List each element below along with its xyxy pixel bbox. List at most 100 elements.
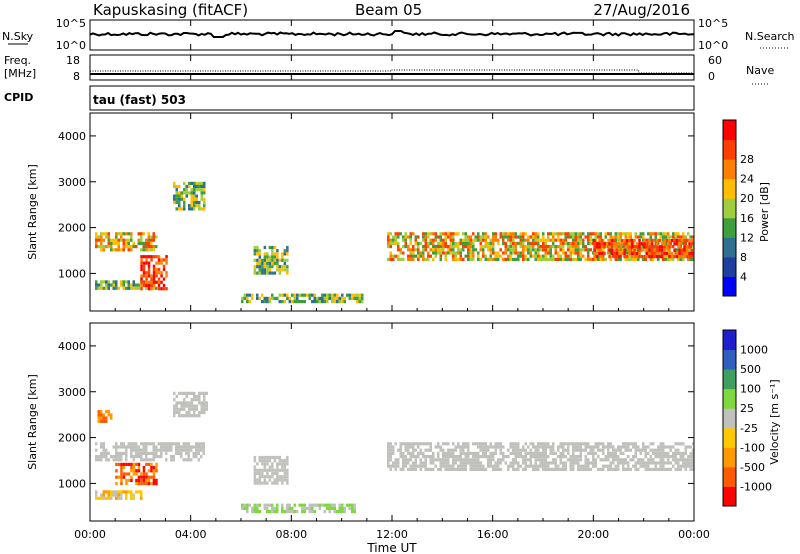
power-cell bbox=[489, 245, 492, 249]
power-cell bbox=[562, 241, 565, 245]
power-cell bbox=[449, 241, 452, 245]
power-cell bbox=[155, 271, 158, 275]
velocity-cell bbox=[427, 467, 430, 471]
velocity-cell bbox=[619, 458, 622, 462]
power-cell bbox=[532, 232, 535, 236]
power-cell bbox=[628, 245, 631, 249]
velocity-cell bbox=[542, 445, 545, 449]
velocity-cell bbox=[95, 490, 98, 494]
power-cell bbox=[165, 274, 168, 278]
power-cell bbox=[634, 235, 637, 239]
power-cell bbox=[140, 248, 143, 252]
power-cell bbox=[190, 188, 193, 192]
velocity-cell bbox=[195, 445, 198, 449]
velocity-cell bbox=[524, 467, 527, 471]
power-cell bbox=[658, 248, 661, 252]
power-cell bbox=[150, 238, 153, 242]
velocity-cell bbox=[607, 458, 610, 462]
power-cell bbox=[115, 232, 118, 236]
power-cell bbox=[607, 245, 610, 249]
power-cell bbox=[145, 255, 148, 259]
velocity-cell bbox=[185, 458, 188, 462]
power-cell bbox=[562, 248, 565, 252]
power-cell bbox=[346, 293, 349, 297]
power-cell bbox=[474, 248, 477, 252]
velocity-cell bbox=[594, 458, 597, 462]
velocity-cell bbox=[517, 467, 520, 471]
velocity-cell bbox=[399, 455, 402, 459]
velocity-cell bbox=[102, 455, 105, 459]
power-cell bbox=[517, 235, 520, 239]
power-cell bbox=[675, 239, 679, 243]
power-cell bbox=[142, 232, 145, 236]
velocity-ytick-label: 3000 bbox=[58, 386, 86, 399]
velocity-cell bbox=[102, 413, 105, 417]
power-cell bbox=[544, 245, 547, 249]
power-cell bbox=[353, 293, 356, 297]
power-cell bbox=[640, 255, 644, 259]
velocity-cell bbox=[397, 461, 400, 465]
velocity-cell bbox=[97, 455, 100, 459]
velocity-cell bbox=[432, 461, 435, 465]
velocity-cell bbox=[487, 445, 490, 449]
power-cell bbox=[135, 245, 138, 249]
velocity-cell bbox=[617, 445, 620, 449]
velocity-cell bbox=[341, 506, 344, 510]
velocity-cell bbox=[552, 445, 555, 449]
velocity-cell bbox=[150, 458, 153, 462]
power-cell bbox=[253, 245, 257, 250]
power-cell bbox=[147, 245, 150, 249]
velocity-cell bbox=[145, 472, 148, 476]
velocity-cell bbox=[338, 503, 341, 507]
velocity-cell bbox=[147, 475, 151, 479]
velocity-cell bbox=[564, 442, 567, 446]
velocity-cell bbox=[180, 401, 183, 405]
power-cell bbox=[650, 251, 654, 255]
velocity-cell bbox=[115, 455, 118, 459]
power-cell bbox=[592, 251, 595, 255]
power-cell bbox=[567, 248, 570, 252]
velocity-cell bbox=[499, 448, 502, 452]
velocity-cell bbox=[447, 451, 450, 455]
time-tick-label: 08:00 bbox=[275, 528, 307, 541]
velocity-cell bbox=[542, 461, 545, 465]
velocity-cell bbox=[195, 455, 198, 459]
velocity-cell bbox=[185, 451, 188, 455]
power-cell bbox=[117, 245, 120, 249]
velocity-cell bbox=[145, 458, 148, 462]
power-heatmap-cells bbox=[95, 181, 694, 304]
velocity-cell bbox=[120, 490, 123, 494]
velocity-colorbar-tick: -25 bbox=[740, 422, 758, 435]
power-cell bbox=[634, 245, 637, 249]
power-cell bbox=[529, 245, 532, 249]
velocity-cell bbox=[170, 458, 173, 462]
power-cell bbox=[642, 257, 645, 261]
velocity-cell bbox=[577, 464, 580, 468]
power-cell bbox=[612, 235, 615, 239]
power-cell bbox=[489, 254, 492, 258]
velocity-cell bbox=[286, 471, 289, 476]
power-cell bbox=[608, 242, 611, 246]
velocity-cell bbox=[639, 464, 642, 468]
velocity-cell bbox=[544, 448, 547, 452]
power-cell bbox=[467, 251, 470, 255]
velocity-cell bbox=[662, 455, 665, 459]
power-cell bbox=[162, 264, 166, 268]
power-cell bbox=[462, 248, 465, 252]
velocity-cell bbox=[283, 471, 287, 476]
power-cell bbox=[105, 286, 108, 290]
power-cell bbox=[673, 242, 676, 246]
power-cell bbox=[479, 257, 482, 261]
velocity-cell bbox=[619, 461, 622, 465]
velocity-cell bbox=[692, 458, 694, 462]
velocity-cell bbox=[394, 442, 397, 446]
power-cell bbox=[649, 232, 652, 236]
power-cell bbox=[115, 280, 118, 284]
power-cell bbox=[612, 254, 615, 258]
velocity-cell bbox=[125, 462, 128, 466]
velocity-cell bbox=[246, 510, 249, 514]
velocity-cell bbox=[288, 510, 291, 514]
velocity-cell bbox=[424, 464, 427, 468]
power-cell bbox=[489, 248, 492, 252]
velocity-cell bbox=[266, 503, 269, 507]
